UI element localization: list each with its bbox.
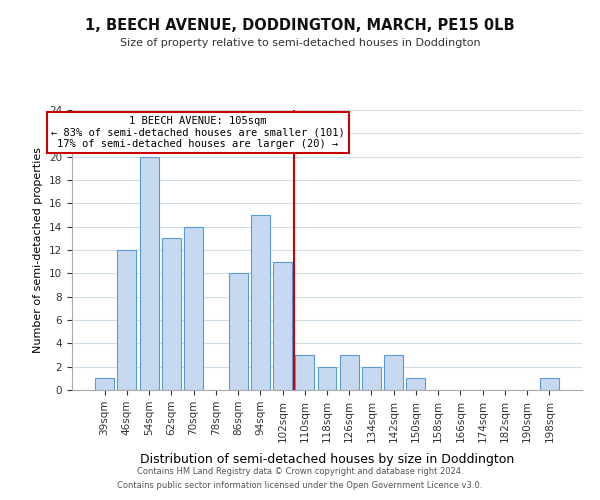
Text: 1 BEECH AVENUE: 105sqm
← 83% of semi-detached houses are smaller (101)
17% of se: 1 BEECH AVENUE: 105sqm ← 83% of semi-det…	[51, 116, 345, 149]
Bar	[229, 274, 248, 390]
Bar	[406, 378, 425, 390]
Bar	[118, 250, 136, 390]
Text: Contains HM Land Registry data © Crown copyright and database right 2024.: Contains HM Land Registry data © Crown c…	[137, 467, 463, 476]
Bar	[140, 156, 158, 390]
Text: 1, BEECH AVENUE, DODDINGTON, MARCH, PE15 0LB: 1, BEECH AVENUE, DODDINGTON, MARCH, PE15…	[85, 18, 515, 32]
Bar	[162, 238, 181, 390]
Y-axis label: Number of semi-detached properties: Number of semi-detached properties	[34, 147, 43, 353]
Text: Contains public sector information licensed under the Open Government Licence v3: Contains public sector information licen…	[118, 481, 482, 490]
Bar	[184, 226, 203, 390]
Bar	[273, 262, 292, 390]
Bar	[540, 378, 559, 390]
Bar	[95, 378, 114, 390]
Text: Size of property relative to semi-detached houses in Doddington: Size of property relative to semi-detach…	[119, 38, 481, 48]
Bar	[317, 366, 337, 390]
Bar	[384, 355, 403, 390]
Bar	[251, 215, 270, 390]
Bar	[340, 355, 359, 390]
Bar	[295, 355, 314, 390]
X-axis label: Distribution of semi-detached houses by size in Doddington: Distribution of semi-detached houses by …	[140, 453, 514, 466]
Bar	[362, 366, 381, 390]
